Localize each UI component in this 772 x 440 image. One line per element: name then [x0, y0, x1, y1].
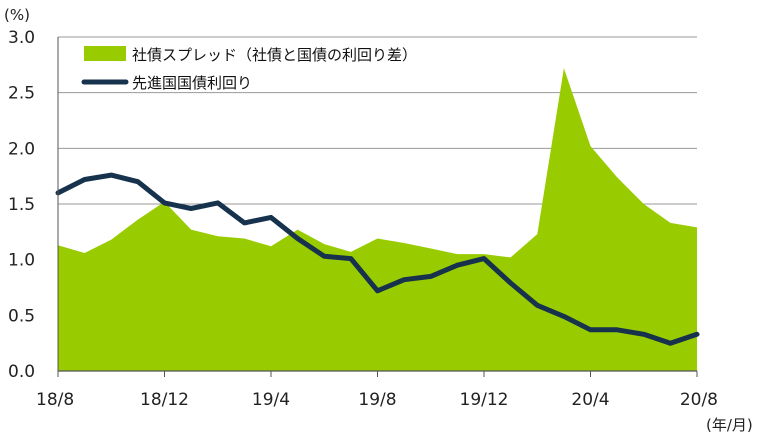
- legend: 社債スプレッド（社債と国債の利回り差） 先進国国債利回り: [81, 46, 417, 92]
- x-tick-label-1: 18/12: [140, 390, 189, 410]
- y-tick-labels: 0.0 0.5 1.0 1.5 2.0 2.5 3.0: [8, 28, 35, 382]
- series-area-corporate-spread: [58, 68, 697, 371]
- x-tick-label-5: 20/4: [571, 390, 609, 410]
- x-tick-label-6: 20/8: [680, 390, 718, 410]
- x-unit-label: (年/月): [706, 416, 753, 434]
- legend-label-line: 先進国国債利回り: [132, 74, 252, 92]
- y-tick-label-3: 1.5: [8, 195, 35, 215]
- y-unit-label: (%): [4, 6, 30, 24]
- legend-swatch-area: [84, 46, 126, 61]
- x-tick-label-0: 18/8: [36, 390, 74, 410]
- axes: [57, 37, 698, 377]
- y-tick-label-2: 1.0: [8, 251, 35, 271]
- y-tick-label-1: 0.5: [8, 306, 35, 326]
- y-tick-label-5: 2.5: [8, 84, 35, 104]
- x-tick-label-4: 19/12: [460, 390, 509, 410]
- y-tick-label-6: 3.0: [8, 28, 35, 48]
- x-tick-label-2: 19/4: [252, 390, 290, 410]
- legend-label-area: 社債スプレッド（社債と国債の利回り差）: [132, 46, 417, 64]
- x-tick-labels: 18/8 18/12 19/4 19/8 19/12 20/4 20/8: [36, 390, 718, 410]
- y-tick-label-0: 0.0: [8, 362, 35, 382]
- x-tick-label-3: 19/8: [358, 390, 396, 410]
- series-line-dm-yield: [55, 172, 700, 346]
- y-tick-label-4: 2.0: [8, 139, 35, 159]
